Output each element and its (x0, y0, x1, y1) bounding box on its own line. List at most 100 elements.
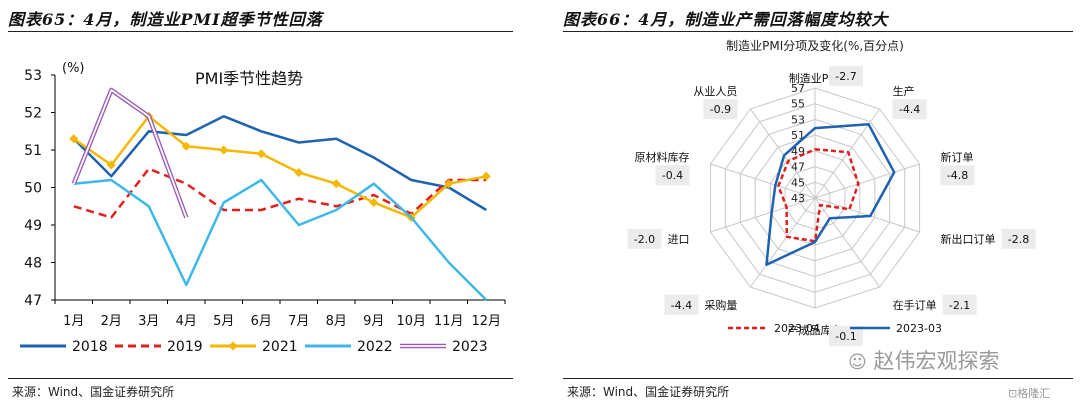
left-chart-title: 图表65：4月，制造业PMI超季节性回落 (8, 10, 323, 29)
legend-label-2023: 2023 (452, 339, 488, 355)
radar-title: 制造业PMI分项及变化(%,百分点) (726, 38, 904, 53)
legend-label-2021: 2021 (262, 339, 298, 355)
radar-series-2023-04 (777, 148, 860, 243)
y-tick-label: 50 (24, 181, 42, 197)
radar-tick-label: 53 (791, 113, 805, 126)
x-tick-label: 10月 (396, 314, 426, 329)
x-tick-label: 6月 (251, 314, 272, 329)
change-value-box (940, 165, 975, 186)
left-footer-rule (8, 378, 513, 379)
legend-label-2019: 2019 (167, 339, 203, 355)
x-tick-label: 8月 (326, 314, 347, 329)
y-unit-label: (%) (62, 61, 85, 76)
change-value-box (942, 294, 977, 315)
series-line-2018 (72, 115, 487, 212)
radar-axis-label: 采购量 (704, 298, 737, 312)
series-line-inner-2023 (72, 89, 188, 218)
data-point-2021 (106, 160, 116, 170)
radar-spoke (749, 197, 816, 288)
data-point-2021 (181, 141, 191, 151)
data-point-2021 (444, 179, 454, 189)
y-tick-label: 51 (24, 143, 42, 159)
change-value-label: -0.9 (710, 103, 731, 116)
x-tick-label: 4月 (176, 314, 197, 329)
y-tick-label: 47 (24, 293, 42, 309)
series-line-2021 (73, 115, 487, 219)
change-value-label: -2.8 (1008, 233, 1029, 246)
change-value-box (892, 99, 927, 120)
gelonghui-logo: ⊡格隆汇 (1008, 387, 1051, 400)
change-value-label: -2.7 (835, 70, 856, 83)
radar-axis-label: 生产 (893, 84, 915, 98)
radar-axis-label: 在手订单 (893, 298, 937, 312)
wechat-icon: ☺ (848, 352, 867, 373)
watermark: ☺ 赵伟宏观探索 (848, 345, 999, 375)
right-footer-rule (563, 378, 1073, 379)
data-point-2021 (294, 168, 304, 177)
series-line-2022 (73, 178, 488, 301)
change-value-box (829, 326, 863, 346)
pmi-seasonal-line-chart: 47 48 49 50 51 52 53 1月 2月 3月 4月 5月 6月 7月 8月 9月 10月 11月 12… (20, 61, 506, 355)
right-source: 来源：Wind、国金证券研究所 (567, 385, 730, 399)
change-value-label: -2.0 (634, 233, 655, 246)
data-point-2021 (369, 198, 379, 207)
change-value-label: -0.1 (835, 330, 856, 343)
radar-spoke (749, 108, 816, 199)
radar-series-2023-03 (765, 123, 896, 266)
radar-spoke (814, 197, 881, 288)
x-tick-label: 5月 (213, 314, 234, 329)
x-tick-label: 9月 (363, 314, 384, 329)
radar-tick-label: 47 (791, 161, 805, 174)
radar-tick-label: 55 (791, 98, 805, 111)
x-tick-label: 1月 (63, 314, 84, 329)
data-point-2021 (219, 145, 229, 155)
radar-axis-label: 新出口订单 (941, 232, 996, 246)
y-tick-label: 49 (24, 218, 42, 234)
change-value-box (664, 294, 699, 315)
radar-spoke (710, 197, 816, 233)
x-tick-label: 2月 (101, 314, 122, 329)
change-value-label: -2.1 (949, 299, 970, 312)
radar-axis-label: 进口 (667, 233, 689, 246)
radar-spoke (814, 163, 920, 199)
y-tick-label: 53 (24, 68, 42, 84)
change-value-box (703, 99, 738, 120)
change-value-label: -0.4 (662, 169, 683, 182)
data-point-2021 (481, 171, 491, 181)
data-point-2021 (256, 149, 266, 159)
change-value-box (627, 228, 662, 249)
radar-axis-label: 产成品库存 (788, 323, 843, 337)
legend-label-2022: 2022 (357, 339, 393, 355)
legend-label-2018: 2018 (72, 339, 108, 355)
x-tick-label: 12月 (471, 314, 501, 329)
left-source: 来源：Wind、国金证券研究所 (12, 385, 175, 399)
radar-axis-label: 从业人员 (693, 85, 737, 98)
change-value-box (1001, 228, 1036, 249)
radar-axis-label: 制造业PMI (789, 71, 841, 85)
y-tick-label: 52 (24, 106, 42, 122)
radar-axis-label: 原材料库存 (634, 150, 689, 164)
right-title-rule (563, 31, 1073, 32)
watermark-text: 赵伟宏观探索 (873, 349, 1000, 373)
radar-tick-label: 57 (791, 82, 805, 95)
change-value-box (655, 165, 690, 186)
radar-spoke (710, 163, 816, 199)
change-value-box (829, 66, 863, 86)
radar-tick-label: 43 (791, 192, 805, 205)
legend-marker-2021 (228, 341, 238, 351)
change-value-label: -4.8 (947, 169, 968, 182)
radar-legend-label-2023-03: 2023-03 (896, 322, 942, 335)
x-tick-label: 7月 (288, 314, 309, 329)
change-value-label: -4.4 (899, 103, 920, 116)
x-tick-label: 11月 (434, 314, 464, 329)
right-chart-title: 图表66：4月，制造业产需回落幅度均较大 (563, 10, 889, 29)
data-point-2021 (69, 134, 79, 144)
y-tick-label: 48 (24, 256, 42, 272)
logo-icon: ⊡ (1008, 387, 1018, 400)
series-line-2019 (73, 167, 487, 219)
data-point-2021 (331, 179, 341, 189)
change-value-label: -4.4 (671, 299, 692, 312)
radar-tick-label: 45 (791, 176, 805, 189)
left-title-rule (8, 31, 513, 32)
